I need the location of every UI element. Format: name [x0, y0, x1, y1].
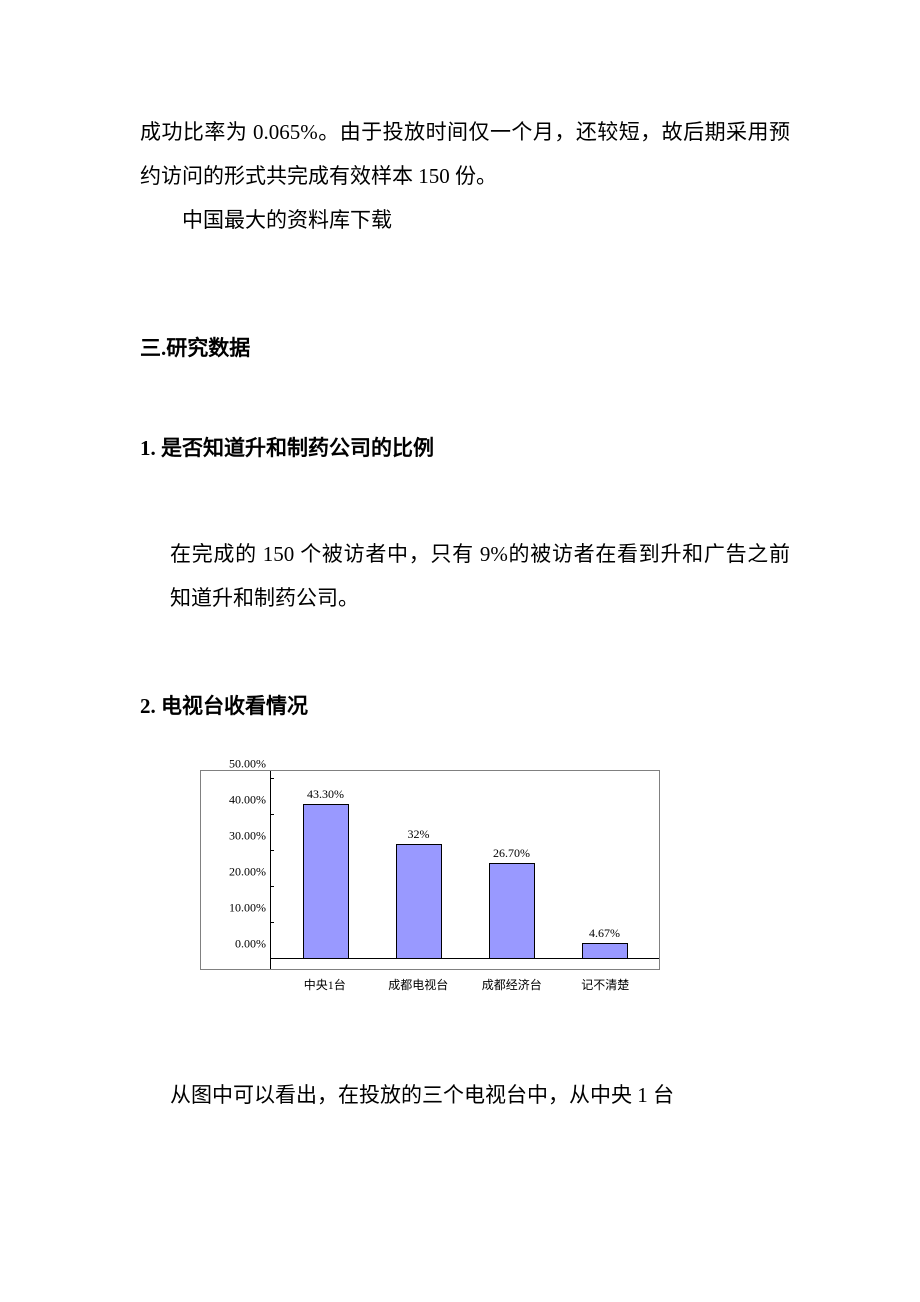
y-tick-label: 0.00%: [235, 937, 266, 952]
intro-paragraph-2: 中国最大的资料库下载: [140, 198, 790, 242]
chart-x-axis: 中央1台成都电视台成都经济台记不清楚: [270, 970, 660, 993]
bar: [582, 943, 628, 960]
chart-y-axis: 0.00%10.00%20.00%30.00%40.00%50.00%: [201, 771, 271, 969]
bar-value-label: 26.70%: [493, 846, 530, 861]
bar-slot: 4.67%: [558, 771, 651, 969]
bar-slot: 43.30%: [279, 771, 372, 969]
tv-viewership-chart: 0.00%10.00%20.00%30.00%40.00%50.00% 43.3…: [200, 770, 660, 993]
subsection-2-conclusion: 从图中可以看出，在投放的三个电视台中，从中央 1 台: [170, 1073, 790, 1117]
bar-value-label: 32%: [408, 827, 430, 842]
intro-paragraph-1: 成功比率为 0.065%。由于投放时间仅一个月，还较短，故后期采用预约访问的形式…: [140, 110, 790, 198]
bar: [303, 804, 349, 960]
y-tick-label: 40.00%: [229, 793, 266, 808]
subsection-2-heading: 2. 电视台收看情况: [140, 690, 790, 720]
y-tick-label: 20.00%: [229, 865, 266, 880]
bar: [489, 863, 535, 959]
x-category-label: 中央1台: [278, 976, 372, 993]
bar-slot: 26.70%: [465, 771, 558, 969]
subsection-1-body: 在完成的 150 个被访者中，只有 9%的被访者在看到升和广告之前知道升和制药公…: [170, 532, 790, 620]
y-tick-label: 50.00%: [229, 757, 266, 772]
x-category-label: 成都电视台: [372, 976, 466, 993]
y-tick-label: 30.00%: [229, 829, 266, 844]
x-category-label: 成都经济台: [465, 976, 559, 993]
subsection-1-heading: 1. 是否知道升和制药公司的比例: [140, 432, 790, 462]
chart-bars: 43.30% 32% 26.70% 4.67%: [271, 771, 659, 969]
y-tick-label: 10.00%: [229, 901, 266, 916]
bar: [396, 844, 442, 959]
chart-plot-area: 0.00%10.00%20.00%30.00%40.00%50.00% 43.3…: [200, 770, 660, 970]
bar-slot: 32%: [372, 771, 465, 969]
section-3-heading: 三.研究数据: [140, 332, 790, 362]
bar-value-label: 43.30%: [307, 787, 344, 802]
x-category-label: 记不清楚: [559, 976, 653, 993]
bar-value-label: 4.67%: [589, 926, 620, 941]
